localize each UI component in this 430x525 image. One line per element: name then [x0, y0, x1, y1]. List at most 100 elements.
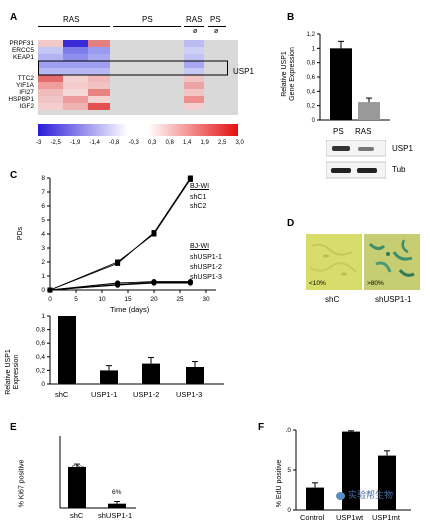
watermark-text: 实验帮生物 [348, 491, 394, 501]
scale-tick: -0,3 [128, 140, 139, 146]
panelb-ylabel: Relative USP1 Gene Expression [281, 47, 296, 101]
wechat-icon [336, 491, 345, 500]
panelf-bar [306, 487, 324, 510]
heatmap-bracket-ras-null [184, 26, 204, 27]
wb-label-tub: Tub [392, 165, 406, 174]
panelc-bar-chart: 0 0,2 0,4 0,6 0,8 1 [36, 313, 224, 387]
panel-letter-d: D [287, 218, 295, 229]
panelc-xlabel: Time (days) [110, 305, 150, 314]
legend-header-control: BJ-WI [190, 183, 210, 190]
panelb-ytick-label: 0,6 [307, 75, 316, 81]
micrograph-shusp1-caption: shUSP1-1 [375, 295, 412, 304]
panelf-ytick-label: 10 [286, 427, 291, 434]
micrograph-shc [306, 234, 362, 290]
micrograph-shusp1 [364, 234, 420, 290]
micrograph-shusp1-pct: >80% [367, 280, 384, 287]
panele-ylabel: % Ki67 positive [18, 459, 26, 508]
heatmap-gene-label: TTC2 [17, 75, 34, 82]
panel-letter-f: F [258, 422, 265, 433]
panelc-ytick-label: 4 [41, 231, 45, 238]
panel-letter-c: C [10, 170, 18, 181]
scale-tick: 3,0 [235, 140, 244, 146]
panelc-ytick-label: 8 [41, 175, 45, 182]
heatmap-bracket-ps [113, 26, 181, 27]
panelc-series-line [49, 177, 191, 291]
heatmap-grid [38, 40, 238, 115]
panelc-bar-cat: shC [55, 390, 69, 399]
panelc-bar-cat: USP1-2 [133, 390, 160, 399]
panelc-point [151, 230, 157, 236]
panelb-cat-ras: RAS [355, 127, 372, 136]
panelb-ytick-label: 0,2 [307, 104, 316, 110]
panelc-xtick-label: 10 [98, 296, 106, 302]
panelf-ytick-label: 0 [287, 507, 291, 514]
scale-tick: 0,3 [148, 140, 157, 146]
panelc-series-line [49, 281, 191, 291]
panelb-ytick-label: 0,4 [307, 89, 316, 95]
panelb-ytick-label: 1,2 [307, 32, 316, 38]
scale-tick: -1,4 [89, 140, 100, 146]
panelc-ytick-label: 2 [41, 259, 45, 266]
panelc-series-line [49, 282, 191, 291]
heatmap-col-group-ras: RAS [63, 15, 80, 24]
scale-tick: 2,5 [218, 140, 227, 146]
panelf-cat: USP1wt [336, 513, 364, 522]
watermark: 实验帮生物 [336, 488, 393, 501]
scale-tick: 1,9 [200, 140, 209, 146]
panelf-ytick-label: 5 [287, 467, 291, 474]
heatmap-gene-label: KEAP1 [13, 54, 34, 61]
panelc-ytick-label: 5 [41, 217, 45, 224]
panelc-line-chart: 0 1 2 3 4 5 6 7 8 0 5 10 15 20 25 30 [41, 175, 216, 302]
panele-cat: shUSP1-1 [98, 511, 133, 520]
heatmap-gene-label: HSPBP1 [8, 96, 34, 103]
panelc-xtick-label: 30 [202, 296, 210, 302]
panel-letter-a: A [10, 12, 18, 23]
panelc-bar-cat: USP1-3 [176, 390, 203, 399]
panelb-ytick-label: 0 [312, 118, 316, 124]
panel-letter-b: B [287, 12, 295, 23]
panelc-ytick-label: 1 [41, 273, 45, 280]
panelf-bar-chart: 0 5 10 [286, 427, 411, 514]
legend-shusp1-1: shUSP1-1 [190, 254, 222, 261]
legend-shusp1-2: shUSP1-2 [190, 264, 222, 271]
panelc-bar-ylabel-wrap: Relative USP1 Expression [5, 338, 20, 398]
panelf-bar [342, 431, 360, 510]
panele-bar [68, 466, 86, 508]
panelc-bar-ytick-label: 1 [41, 313, 45, 320]
panelc-series-line [49, 179, 191, 291]
panelb-bar [330, 48, 352, 120]
panelc-point [187, 175, 193, 181]
panelc-bar-ytick-label: 0,6 [36, 340, 45, 347]
panelc-xtick-label: 5 [74, 296, 78, 302]
heatmap-col-group-ps-null: PS [210, 15, 221, 24]
legend-shc2: shC2 [190, 203, 207, 210]
panelc-ytick-label: 6 [41, 203, 45, 210]
panele-value-label: 57% [72, 465, 86, 472]
panelc-xtick-label: 15 [124, 296, 132, 302]
panelb-western-blot [326, 140, 386, 179]
scale-tick: 1,4 [183, 140, 192, 146]
panele-bar-chart [59, 436, 136, 509]
heatmap-col-sub-1: ø [193, 28, 198, 35]
panelc-ytick-label: 7 [41, 189, 45, 196]
legend-shc1: shC1 [190, 194, 207, 201]
heatmap-col-group-ps: PS [142, 15, 153, 24]
panelb-ytick-label: 0,8 [307, 61, 316, 67]
panele-value-label: 6% [112, 489, 122, 496]
panelc-bar [100, 370, 118, 384]
panelc-bar-ylabel: Relative USP1 Expression [5, 349, 20, 395]
panelc-bar [142, 363, 160, 384]
panelc-bar-ytick-label: 0 [41, 381, 45, 387]
panelf-cat: Control [300, 513, 325, 522]
legend-header-usp1: BJ-WI [190, 243, 210, 250]
heatmap-gene-label: ERCC5 [11, 47, 34, 54]
heatmap-bracket-ras [38, 26, 110, 27]
wb-label-usp1: USP1 [392, 144, 413, 153]
heatmap-color-scale [38, 124, 238, 136]
panelc-bar-ytick-label: 0,8 [36, 327, 45, 334]
panele-bar [108, 503, 126, 508]
heatmap-bracket-ps-null [208, 26, 226, 27]
panelc-bar-ytick-label: 0,4 [36, 354, 45, 361]
legend-shusp1-3: shUSP1-3 [190, 274, 222, 281]
panel-letter-e: E [10, 422, 17, 433]
